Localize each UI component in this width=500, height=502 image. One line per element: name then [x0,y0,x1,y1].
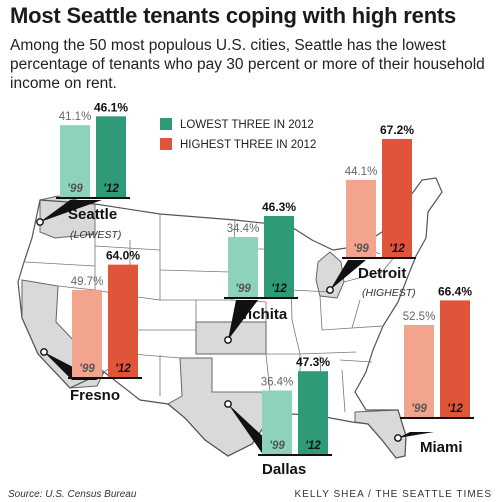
florida-state-shape [354,409,407,459]
value-label-miami-12: 66.4% [438,284,472,298]
bar-seattle-99 [60,125,90,198]
footer: Source: U.S. Census Bureau KELLY SHEA / … [0,488,500,502]
value-label-detroit-99: 44.1% [345,166,378,178]
callout-detroit: 44.1% '99 67.2% '12 Detroit (HIGHEST) [326,123,416,299]
callout-seattle: 41.1% '99 46.1% '12 Seattle (LOWEST) [36,100,130,241]
value-label-wichita-12: 46.3% [262,200,296,214]
bar-miami-99 [404,325,434,418]
city-marker-detroit [326,286,334,294]
city-marker-dallas [224,400,232,408]
bar-dallas-12 [298,371,328,455]
bar-fresno-99 [72,289,102,378]
value-label-fresno-99: 49.7% [71,276,104,288]
year-label-dallas-99: '99 [269,440,285,452]
bar-wichita-99 [228,237,258,298]
bar-wichita-12 [264,215,294,298]
source-note: Source: U.S. Census Bureau [8,489,137,500]
city-label-fresno: Fresno [70,387,120,404]
year-label-detroit-12: '12 [389,243,405,255]
year-label-miami-99: '99 [411,403,427,415]
bar-detroit-12 [382,138,412,258]
year-label-seattle-99: '99 [67,183,83,195]
value-label-detroit-12: 67.2% [380,123,414,137]
city-callouts: 41.1% '99 46.1% '12 Seattle (LOWEST) 49.7% '99 6… [36,100,474,478]
value-label-miami-99: 52.5% [403,311,436,323]
chart-subtitle: Among the 50 most populous U.S. cities, … [10,37,485,92]
bar-dallas-99 [262,390,292,455]
year-label-fresno-99: '99 [79,363,95,375]
callout-miami: 52.5% '99 66.4% '12 Miami [394,284,474,456]
legend-label-highest-three-in-2012: HIGHEST THREE IN 2012 [180,139,316,151]
pointer-wichita [228,300,258,340]
legend-swatch-lowest-three-in-2012 [160,118,172,130]
legend-swatch-highest-three-in-2012 [160,138,172,150]
year-label-fresno-12: '12 [115,363,131,375]
city-note-detroit: (HIGHEST) [362,287,416,299]
bar-miami-12 [440,300,470,418]
chart-title: Most Seattle tenants coping with high re… [10,3,457,28]
year-label-miami-12: '12 [447,403,463,415]
michigan-state-shape [315,251,345,299]
legend-label-lowest-three-in-2012: LOWEST THREE IN 2012 [180,119,314,131]
bar-fresno-12 [108,264,138,378]
year-label-seattle-12: '12 [103,183,119,195]
city-label-wichita: Wichita [234,306,288,323]
city-label-seattle: Seattle [68,206,117,223]
city-marker-wichita [224,336,232,344]
city-label-dallas: Dallas [262,461,306,478]
bar-detroit-99 [346,179,376,258]
year-label-wichita-12: '12 [271,283,287,295]
value-label-fresno-12: 64.0% [106,249,140,263]
callout-dallas: 36.4% '99 47.3% '12 Dallas [224,355,332,478]
year-label-detroit-99: '99 [353,243,369,255]
bar-seattle-12 [96,116,126,198]
pointer-detroit [330,260,366,290]
callout-wichita: 34.4% '99 46.3% '12 Wichita [224,200,298,344]
callout-fresno: 49.7% '99 64.0% '12 Fresno [40,249,142,404]
value-label-wichita-99: 34.4% [227,223,260,235]
value-label-dallas-12: 47.3% [296,355,330,369]
city-label-miami: Miami [420,439,463,456]
value-label-seattle-12: 46.1% [94,100,128,114]
city-marker-miami [394,434,402,442]
city-marker-fresno [40,348,48,356]
pointer-seattle [40,200,102,222]
pointer-miami [398,432,434,438]
city-note-seattle: (LOWEST) [70,229,121,241]
year-label-wichita-99: '99 [235,283,251,295]
state-borders [24,204,401,414]
legend: LOWEST THREE IN 2012 HIGHEST THREE IN 201… [160,118,316,151]
year-label-dallas-12: '12 [305,440,321,452]
value-label-dallas-99: 36.4% [261,377,294,389]
credit-line: KELLY SHEA / THE SEATTLE TIMES [294,489,492,500]
value-label-seattle-99: 41.1% [59,111,92,123]
city-label-detroit: Detroit [358,265,406,282]
city-marker-seattle [36,218,44,226]
